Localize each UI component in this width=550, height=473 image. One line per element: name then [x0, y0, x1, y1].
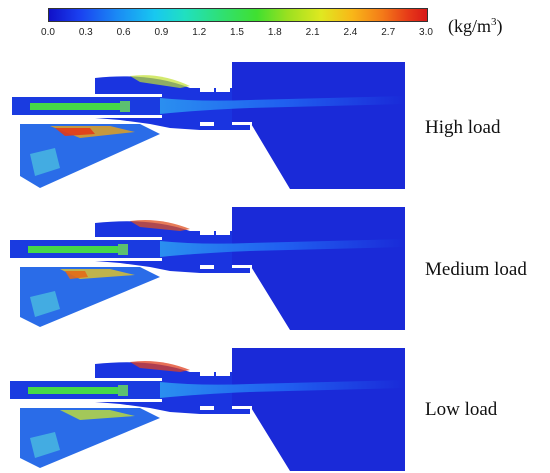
colorbar-tick-label: 1.2	[192, 27, 207, 38]
colorbar-tick-label: 0.0	[41, 27, 55, 38]
colorbar-tick-label: 2.4	[343, 27, 358, 38]
panel-label-medium-load: Medium load	[425, 259, 527, 280]
contour-panel-low-load	[0, 340, 420, 471]
panel-label-high-load: High load	[425, 117, 501, 138]
colorbar-tick-label: 3.0	[419, 27, 433, 38]
colorbar-tick-label: 0.6	[116, 27, 131, 38]
panel-label-low-load: Low load	[425, 399, 498, 420]
colorbar-tick-label: 0.3	[78, 27, 93, 38]
colorbar-legend: 0.0 0.3 0.6 0.9 1.2 1.5 1.8 2.1 2.4 2.7 3.0 (kg/m3…	[0, 0, 550, 50]
colorbar-unit: (kg/m3)	[448, 16, 503, 36]
colorbar-tick-label: 0.9	[154, 27, 169, 38]
colorbar-tick-label: 2.1	[305, 27, 320, 38]
colorbar-gradient	[48, 8, 428, 22]
colorbar-tick-label: 1.5	[230, 27, 244, 38]
colorbar-tick-label: 1.8	[267, 27, 282, 38]
colorbar-tick-label: 2.7	[381, 27, 396, 38]
contour-panel-medium-load	[0, 199, 420, 330]
contour-panel-high-load	[0, 58, 420, 189]
